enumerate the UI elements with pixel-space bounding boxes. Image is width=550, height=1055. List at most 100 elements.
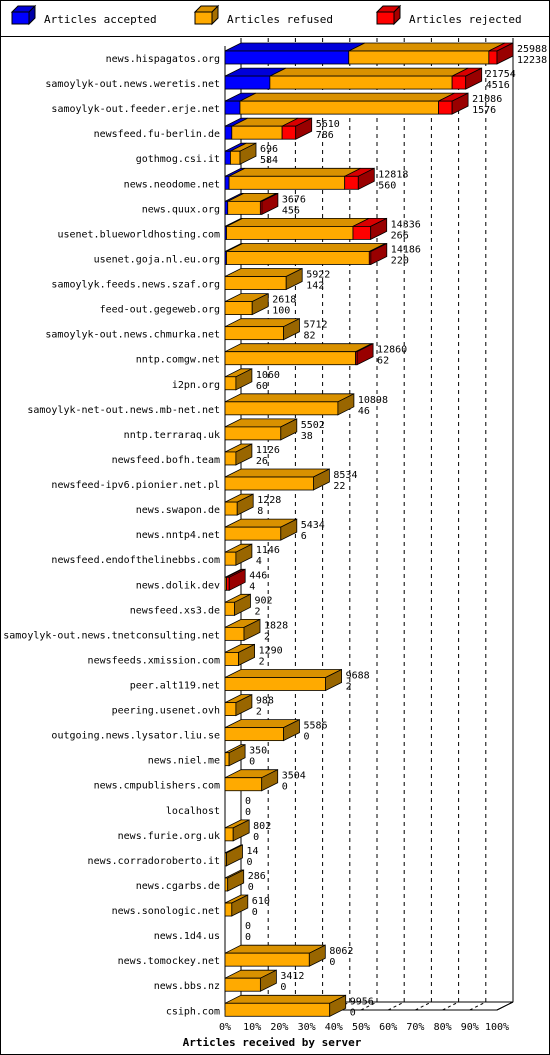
bar-row [224,318,300,341]
rejected-value: 2 [256,707,262,718]
bar-top [226,217,370,227]
legend-item: Articles accepted [10,4,157,26]
bar-row [224,443,253,466]
total-value: 0 [245,921,251,932]
rejected-value: 584 [260,155,278,166]
rejected-value: 0 [245,807,251,818]
bar-side [259,969,277,992]
server-label: newsfeed.xs3.de [130,605,220,616]
rejected-value: 2 [255,606,261,617]
bar-top [224,343,372,353]
bar-side [329,994,347,1017]
total-value: 8062 [329,946,353,957]
rejected-value: 0 [253,832,259,843]
server-label: news.nntp4.net [136,530,220,541]
rejected-value: 22 [333,481,345,492]
rejected-value: 786 [316,130,334,141]
total-value: 5502 [301,420,325,431]
x-tick-label: 0% [219,1022,231,1033]
rejected-value: 4516 [486,80,510,91]
bar-row [224,267,303,291]
bar-side [370,242,388,266]
bar-segment [224,426,282,441]
rejected-value: 4 [256,556,262,567]
bar-row [224,393,355,416]
bar-side [239,142,257,165]
chart-title: Articles received by server [183,1036,362,1049]
server-label: nntp.terraraq.uk [124,430,220,441]
server-label: localhost [166,806,220,817]
bar-row [224,668,343,692]
bar-side [236,493,254,516]
bar-segment [224,526,282,541]
bar-segment [239,100,439,115]
total-value: 3412 [280,971,304,982]
server-label: samoylyk-out.news.tnetconsulting.net [3,630,220,641]
bar-row [224,142,257,165]
bar-side [251,292,269,316]
bar-segment [224,476,314,491]
total-value: 10898 [358,395,388,406]
bar-row [224,167,375,190]
server-label: newsfeed-ipv6.pionier.net.pl [51,480,220,491]
x-tick-label: 70% [406,1022,424,1033]
server-label: news.bbs.nz [154,981,220,992]
rejected-value: 60 [256,381,268,392]
bar-row [224,593,251,616]
bar-row [224,994,347,1017]
bar-segment [226,226,354,240]
server-label: news.quux.org [142,204,220,215]
bar-row [224,894,249,917]
bar-side [235,543,253,566]
x-tick-label: 50% [352,1022,370,1033]
bar-segment [224,902,233,917]
rejected-value: 8 [257,506,263,517]
total-value: 350 [249,746,267,757]
rejected-value: 2 [346,682,352,693]
bar-top [239,92,455,102]
bar-segment [224,727,284,742]
total-value: 0 [245,796,251,807]
bar-row [224,643,256,667]
bar-side [325,668,343,692]
bar-segment [224,977,261,992]
server-label: news.dolik.dev [136,580,220,591]
total-value: 21754 [486,69,516,80]
server-label: newsfeeds.xmission.com [88,655,220,666]
bar-row [224,969,277,992]
server-label: news.cmpublishers.com [94,781,220,792]
server-label: news.sonologic.net [112,906,220,917]
bar-side [308,944,326,967]
bar-side [235,368,253,391]
bar-segment [224,601,235,616]
bar-top [348,42,505,52]
bar-top [269,67,469,77]
x-tick-label: 20% [270,1022,288,1033]
server-label: i2pn.org [172,380,220,391]
total-value: 286 [248,871,266,882]
rejected-value: 26 [256,456,268,467]
bar-row [224,117,313,140]
total-value: 5434 [301,520,325,531]
rejected-value: 0 [303,732,309,743]
server-label: news.swapon.de [136,505,220,516]
legend-label: Articles refused [227,13,333,26]
total-value: 610 [252,896,270,907]
bar-side [228,744,246,767]
server-label: samoylyk-out.news.weretis.net [45,79,220,90]
total-value: 5610 [316,119,340,130]
total-value: 696 [260,144,278,155]
total-value: 21086 [472,94,502,105]
server-label: samoylyk.feeds.news.szaf.org [51,280,220,291]
x-axis-ticks: 0% 10% 20% 30% 40% 50% 60% 70% 80% 90% 100% [219,1022,509,1033]
rejected-value: 82 [303,331,315,342]
bar-row [224,242,388,266]
total-value: 2618 [272,295,296,306]
total-value: 902 [255,595,273,606]
total-value: 12860 [377,345,407,356]
bar-top [224,42,365,52]
total-value: 446 [249,570,267,581]
bar-row [224,468,330,491]
server-label: outgoing.news.lysator.liu.se [51,731,220,742]
